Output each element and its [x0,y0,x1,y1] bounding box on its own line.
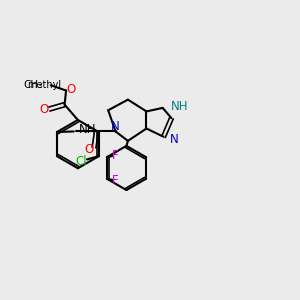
Text: O: O [39,103,49,116]
Text: NH: NH [171,100,188,112]
Text: NH: NH [79,123,96,136]
Text: N: N [170,133,179,146]
Text: CH₃: CH₃ [23,80,43,90]
Text: Cl: Cl [75,155,87,168]
Text: methyl: methyl [27,80,62,90]
Text: F: F [112,174,119,187]
Text: F: F [112,149,119,162]
Text: O: O [84,143,94,157]
Text: N: N [111,120,120,133]
Text: O: O [67,82,76,95]
